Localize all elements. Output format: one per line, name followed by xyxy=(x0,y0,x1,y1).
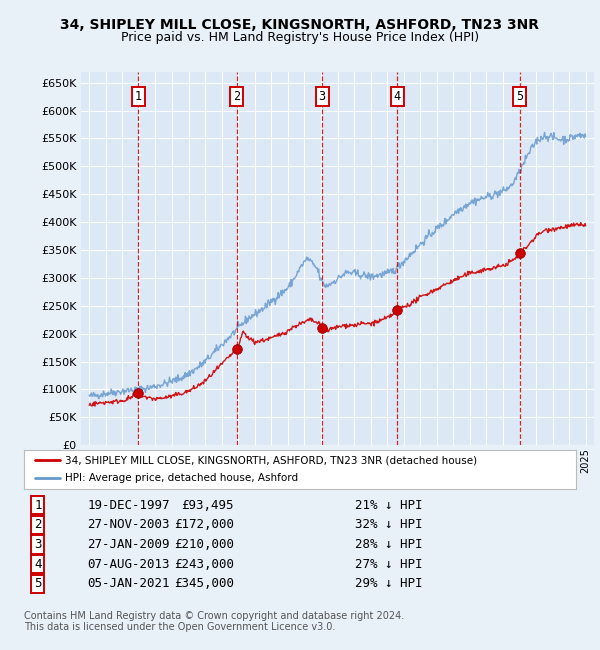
Text: Price paid vs. HM Land Registry's House Price Index (HPI): Price paid vs. HM Land Registry's House … xyxy=(121,31,479,44)
Text: £345,000: £345,000 xyxy=(174,577,234,590)
Text: 34, SHIPLEY MILL CLOSE, KINGSNORTH, ASHFORD, TN23 3NR (detached house): 34, SHIPLEY MILL CLOSE, KINGSNORTH, ASHF… xyxy=(65,456,478,465)
Text: 5: 5 xyxy=(34,577,41,590)
Text: 1: 1 xyxy=(135,90,142,103)
Text: 4: 4 xyxy=(34,558,41,571)
Text: 21% ↓ HPI: 21% ↓ HPI xyxy=(355,499,422,512)
Text: 27-JAN-2009: 27-JAN-2009 xyxy=(88,538,170,551)
Text: 3: 3 xyxy=(319,90,326,103)
Text: 2: 2 xyxy=(233,90,240,103)
Text: 29% ↓ HPI: 29% ↓ HPI xyxy=(355,577,422,590)
Text: Contains HM Land Registry data © Crown copyright and database right 2024.: Contains HM Land Registry data © Crown c… xyxy=(24,611,404,621)
Text: 19-DEC-1997: 19-DEC-1997 xyxy=(88,499,170,512)
Text: This data is licensed under the Open Government Licence v3.0.: This data is licensed under the Open Gov… xyxy=(24,622,335,632)
Text: 4: 4 xyxy=(394,90,401,103)
Text: £210,000: £210,000 xyxy=(174,538,234,551)
Text: £172,000: £172,000 xyxy=(174,518,234,531)
Text: 07-AUG-2013: 07-AUG-2013 xyxy=(88,558,170,571)
Text: 27-NOV-2003: 27-NOV-2003 xyxy=(88,518,170,531)
Text: 2: 2 xyxy=(34,518,41,531)
Text: £93,495: £93,495 xyxy=(181,499,234,512)
Text: 1: 1 xyxy=(34,499,41,512)
Text: 27% ↓ HPI: 27% ↓ HPI xyxy=(355,558,422,571)
Text: 28% ↓ HPI: 28% ↓ HPI xyxy=(355,538,422,551)
Text: HPI: Average price, detached house, Ashford: HPI: Average price, detached house, Ashf… xyxy=(65,473,299,483)
Text: 32% ↓ HPI: 32% ↓ HPI xyxy=(355,518,422,531)
Text: 05-JAN-2021: 05-JAN-2021 xyxy=(88,577,170,590)
Text: £243,000: £243,000 xyxy=(174,558,234,571)
Text: 34, SHIPLEY MILL CLOSE, KINGSNORTH, ASHFORD, TN23 3NR: 34, SHIPLEY MILL CLOSE, KINGSNORTH, ASHF… xyxy=(61,18,539,32)
Text: 5: 5 xyxy=(517,90,523,103)
Text: 3: 3 xyxy=(34,538,41,551)
